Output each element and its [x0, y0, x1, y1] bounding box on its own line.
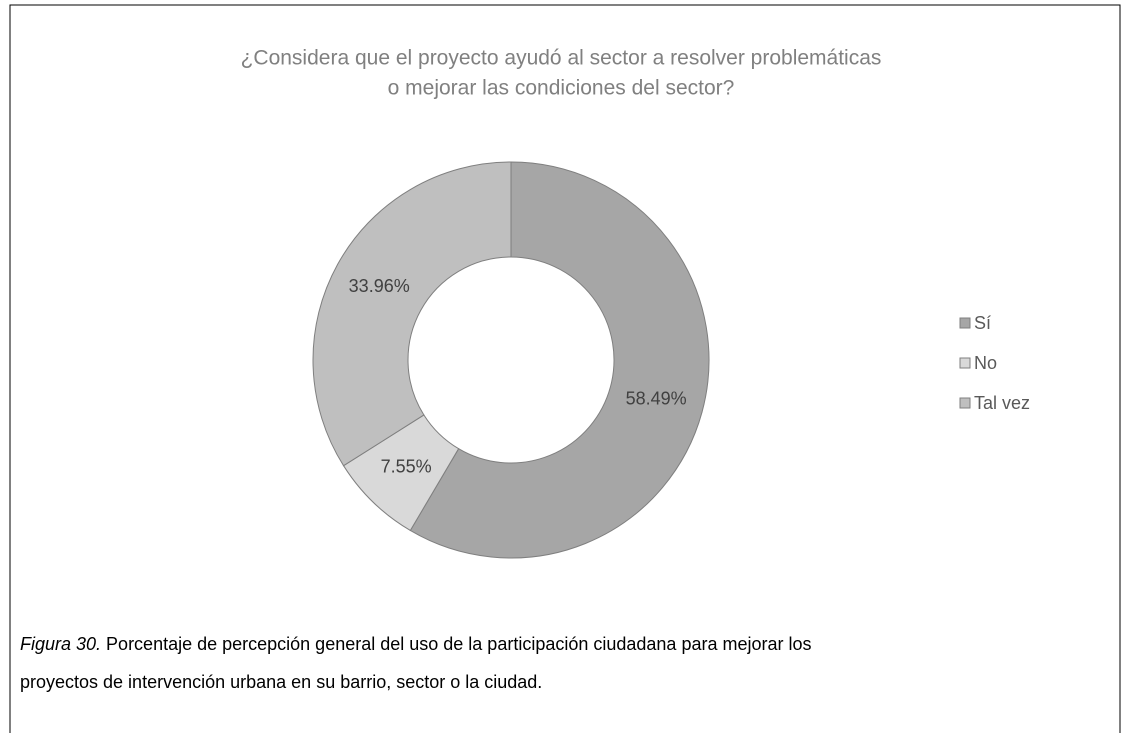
- chart-title: ¿Considera que el proyecto ayudó al sect…: [241, 47, 882, 70]
- data-label: 58.49%: [626, 388, 687, 408]
- legend-label: Sí: [974, 313, 991, 333]
- donut-segment: [312, 161, 512, 467]
- chart-title: o mejorar las condiciones del sector?: [388, 77, 735, 100]
- legend-swatch: [959, 357, 971, 369]
- donut-segment: [409, 161, 710, 559]
- legend-label: No: [974, 353, 997, 373]
- legend-swatch: [959, 317, 971, 329]
- caption: Figura 30. Porcentaje de percepción gene…: [20, 634, 812, 654]
- frame: [9, 4, 1121, 738]
- data-label: 7.55%: [381, 457, 432, 477]
- caption-label: Figura 30.: [20, 634, 101, 654]
- data-label: 33.96%: [349, 276, 410, 296]
- caption-text: proyectos de intervención urbana en su b…: [20, 672, 542, 692]
- legend-label: Tal vez: [974, 393, 1030, 413]
- legend-swatch: [959, 397, 971, 409]
- caption-text: Porcentaje de percepción general del uso…: [101, 634, 811, 654]
